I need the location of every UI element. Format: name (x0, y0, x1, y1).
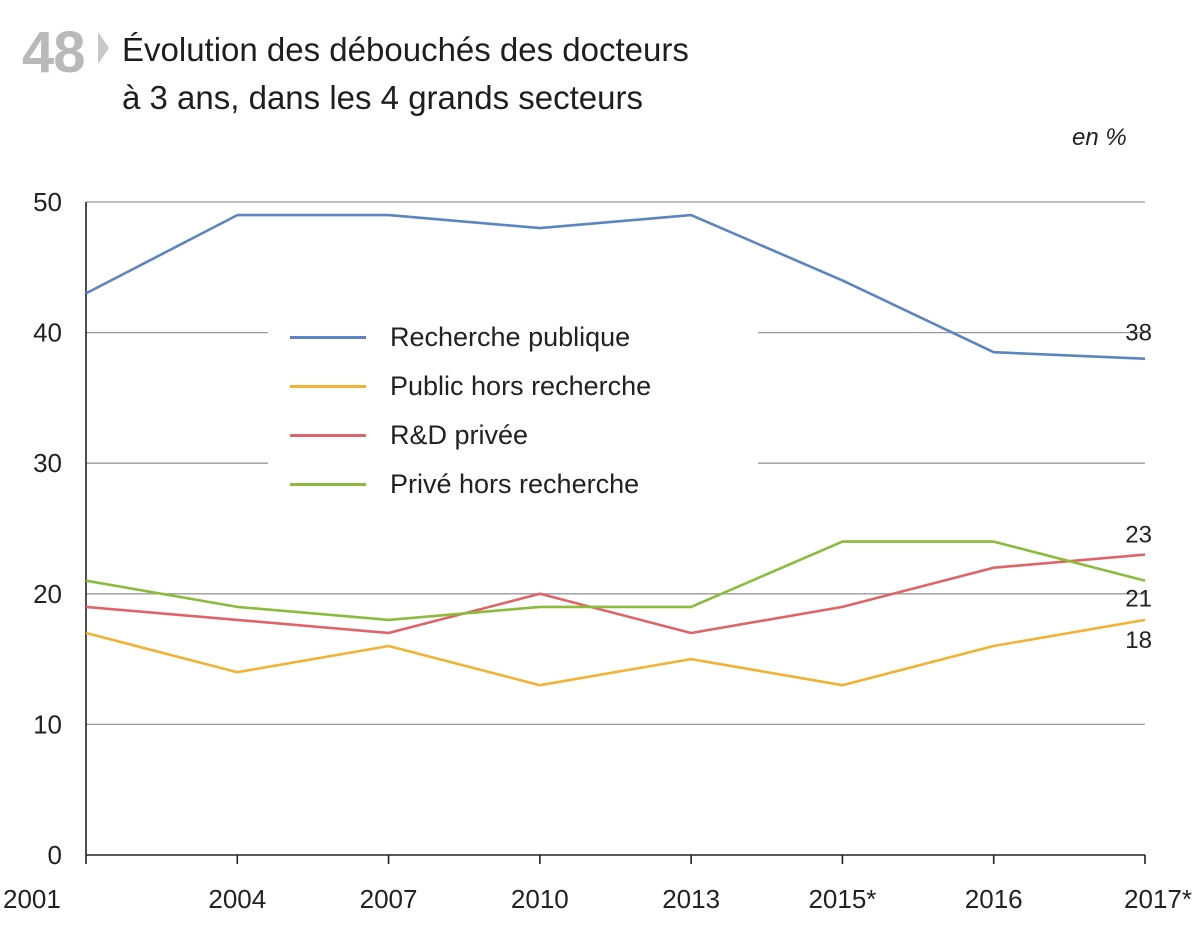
series-line-public-hors-recherche (85, 618, 1146, 687)
legend-label: Privé hors recherche (390, 469, 640, 499)
series-line-recherche-publique (85, 213, 1146, 360)
legend-item-recherche-publique: Recherche publique (290, 318, 760, 358)
y-tick-label: 50 (33, 187, 62, 217)
x-tick-label: 2015* (808, 884, 876, 914)
legend-swatch (290, 336, 366, 339)
legend-swatch (290, 434, 366, 437)
chart-title: Évolution des débouchés des docteurs à 3… (122, 26, 1022, 122)
y-tick-label: 20 (33, 579, 62, 609)
x-tick-label: 2001 (3, 884, 61, 914)
x-tick-label: 2016 (965, 884, 1023, 914)
legend-label: Recherche publique (390, 322, 631, 352)
figure-number: 48 (22, 20, 86, 85)
legend-item-public-hors-recherche: Public hors recherche (290, 367, 760, 407)
chart-title-line-2: à 3 ans, dans les 4 grands secteurs (122, 79, 643, 116)
legend-label: R&D privée (390, 420, 529, 450)
legend-label: Public hors recherche (390, 371, 652, 401)
y-tick-label: 40 (33, 318, 62, 348)
x-tick-label: 2017* (1124, 884, 1192, 914)
x-tick-label: 2007 (360, 884, 418, 914)
x-tick-label: 2010 (511, 884, 569, 914)
figure-chevron-icon (98, 32, 109, 64)
chart-legend: Recherche publique Public hors recherche… (268, 306, 758, 512)
legend-item-prive-hors-recherche: Privé hors recherche (290, 465, 760, 505)
series-line-prive-hors-recherche (85, 540, 1146, 622)
chart-header: 48 Évolution des débouchés des docteurs … (22, 18, 1182, 128)
end-label-prive-hors-recherche: 21 (1125, 586, 1152, 613)
legend-item-rd-privee: R&D privée (290, 416, 760, 456)
end-label-recherche-publique: 38 (1125, 320, 1152, 347)
end-label-r-d-privee: 23 (1125, 522, 1152, 549)
x-tick-label: 2013 (662, 884, 720, 914)
series-line-r-d-privee (85, 553, 1146, 635)
x-tick-label: 2004 (208, 884, 266, 914)
y-tick-label: 30 (33, 448, 62, 478)
legend-swatch (290, 385, 366, 388)
unit-label: en % (1072, 124, 1127, 151)
legend-swatch (290, 483, 366, 486)
end-label-public-hors-recherche: 18 (1125, 627, 1152, 654)
y-tick-label: 0 (48, 840, 62, 870)
chart-title-line-1: Évolution des débouchés des docteurs (122, 31, 689, 68)
y-tick-label: 10 (33, 709, 62, 739)
